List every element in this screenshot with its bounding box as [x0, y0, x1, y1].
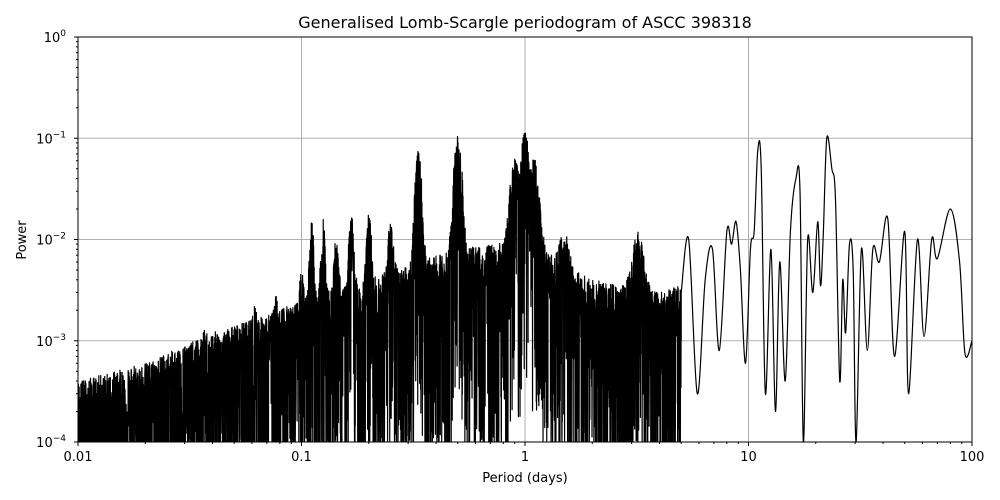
x-axis-tick-labels: 0.01 0.1 1 10 100 [64, 450, 985, 465]
x-tick-label: 100 [960, 450, 985, 465]
x-tick-label: 0.1 [291, 450, 312, 465]
x-tick-label: 0.01 [64, 450, 93, 465]
y-axis-label: Power [15, 220, 30, 260]
x-tick-label: 1 [521, 450, 529, 465]
chart-title: Generalised Lomb-Scargle periodogram of … [298, 13, 752, 32]
axis-ticks [74, 36, 973, 446]
periodogram-series [78, 132, 972, 442]
power-curve [78, 132, 972, 442]
x-tick-label: 10 [740, 450, 757, 465]
x-axis-label: Period (days) [482, 471, 568, 486]
